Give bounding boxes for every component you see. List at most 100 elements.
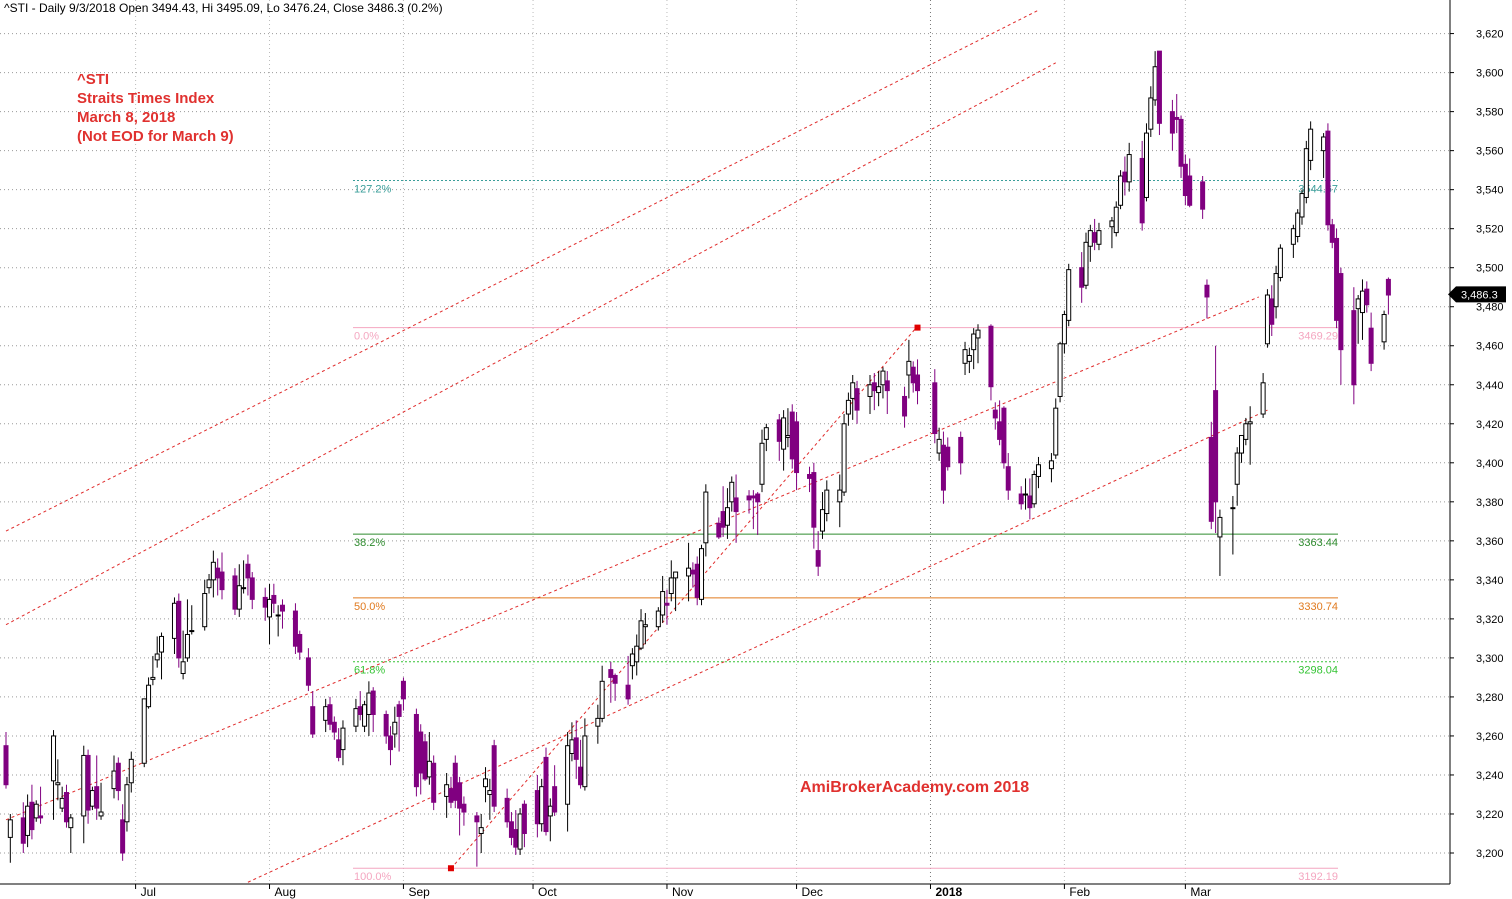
candle-down: [1092, 232, 1098, 243]
chart-header: ^STI - Daily 9/3/2018 Open 3494.43, Hi 3…: [4, 1, 443, 15]
candle-up: [966, 354, 972, 362]
pivot-marker: [914, 324, 921, 331]
candle-up: [1230, 507, 1236, 510]
x-tick-label: Aug: [275, 885, 296, 899]
candle-down: [491, 745, 497, 807]
candle-up: [1277, 247, 1283, 278]
candle-down: [448, 788, 454, 803]
candle-up: [629, 653, 635, 667]
candle-up: [668, 577, 674, 595]
candle-down: [811, 472, 817, 528]
candle-down: [902, 395, 908, 417]
y-tick-label: 3,380: [1476, 497, 1504, 509]
y-tick-label: 3,540: [1476, 185, 1504, 197]
candle-up: [146, 684, 152, 708]
candle-down: [755, 493, 761, 503]
candle-up: [781, 417, 787, 450]
candle-down: [413, 713, 419, 788]
trend-line: [450, 325, 918, 869]
candle-down: [20, 817, 26, 844]
y-tick-label: 3,600: [1476, 68, 1504, 80]
candle-down: [534, 790, 540, 825]
candle-up: [975, 329, 981, 339]
candle-up: [362, 704, 368, 727]
candle-up: [1217, 516, 1223, 538]
candle-up: [128, 758, 134, 784]
candle-up: [819, 509, 825, 532]
candle-down: [1329, 224, 1335, 243]
candle-up: [1355, 298, 1361, 310]
candle-up: [340, 727, 346, 751]
x-tick-label: Mar: [1190, 885, 1211, 899]
candle-down: [38, 815, 44, 819]
candle-up: [141, 698, 147, 764]
y-tick-label: 3,560: [1476, 146, 1504, 158]
last-price-label: 3,486.3: [1461, 289, 1498, 301]
candle-down: [608, 669, 614, 678]
y-tick-label: 3,440: [1476, 380, 1504, 392]
candle-down: [1334, 237, 1340, 321]
candle-up: [180, 661, 186, 675]
candle-down: [357, 706, 363, 715]
candle-up: [841, 423, 847, 493]
candle-up: [426, 760, 432, 778]
candle-up: [154, 653, 160, 661]
candle-down: [1139, 157, 1145, 224]
candle-up: [759, 442, 765, 485]
candle-up: [547, 805, 553, 817]
candle-down: [1182, 163, 1188, 197]
candle-up: [159, 635, 165, 653]
candle-down: [1156, 50, 1162, 124]
candle-up: [478, 827, 484, 834]
candle-up: [1087, 230, 1093, 247]
candle-down: [215, 567, 221, 579]
candle-up: [171, 602, 177, 639]
candle-up: [81, 754, 87, 817]
candle-up: [1083, 241, 1089, 286]
candle-down: [720, 511, 726, 528]
candle-up: [33, 803, 39, 819]
candle-up: [876, 386, 882, 394]
x-tick-label: Sep: [408, 885, 430, 899]
candle-up: [241, 587, 247, 590]
fib-percent-label: 0.0%: [354, 331, 379, 343]
candle-up: [1295, 212, 1301, 237]
candle-down: [815, 550, 821, 567]
candle-down: [452, 762, 458, 801]
candle-up: [1321, 136, 1327, 152]
candle-down: [85, 754, 91, 811]
candle-up: [724, 507, 730, 526]
candle-down: [422, 741, 428, 780]
candle-up: [1234, 452, 1240, 485]
candle-down: [958, 436, 964, 464]
candle-down: [1122, 171, 1128, 183]
candle-down: [3, 745, 9, 786]
candle-down: [915, 374, 921, 392]
note-ticker: ^STI: [77, 71, 110, 88]
candle-up: [1143, 132, 1149, 198]
candle-up: [539, 786, 545, 825]
candle-down: [910, 366, 916, 384]
y-tick-label: 3,280: [1476, 692, 1504, 704]
candle-up: [1118, 175, 1124, 206]
fib-value-label: 3192.19: [1298, 871, 1338, 883]
candle-up: [89, 790, 95, 807]
note-remark: (Not EOD for March 9): [77, 128, 234, 145]
candle-up: [1308, 128, 1314, 161]
candle-down: [219, 571, 225, 591]
candle-up: [837, 489, 843, 503]
candle-up: [880, 370, 886, 386]
candle-down: [746, 495, 752, 501]
candle-down: [945, 446, 951, 468]
y-tick-label: 3,420: [1476, 419, 1504, 431]
candle-up: [1247, 421, 1253, 425]
x-tick-label: Dec: [802, 885, 823, 899]
candle-up: [655, 610, 661, 628]
candle-down: [573, 737, 579, 760]
last-price-tag: [1448, 286, 1506, 303]
candle-up: [1126, 154, 1132, 183]
candle-down: [310, 706, 316, 735]
candle-up: [1066, 269, 1072, 321]
candle-up: [582, 735, 588, 788]
candle-up: [150, 676, 156, 680]
